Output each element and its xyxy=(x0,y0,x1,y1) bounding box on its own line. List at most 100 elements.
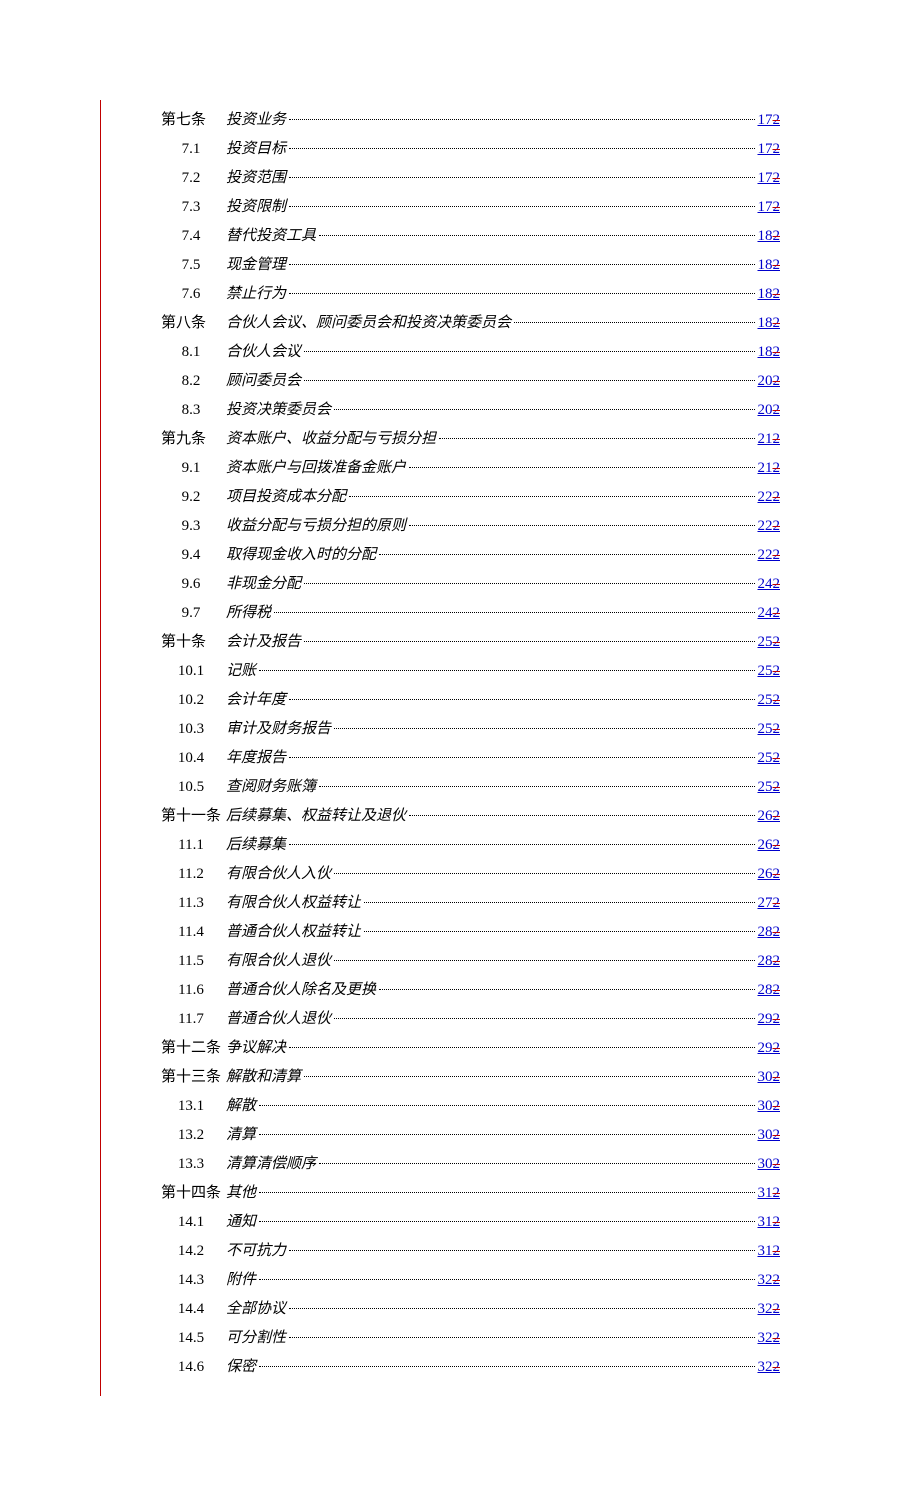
toc-page-link[interactable]: 252 xyxy=(758,748,781,769)
toc-page-link[interactable]: 282 xyxy=(758,951,781,972)
toc-page-link[interactable]: 222 xyxy=(758,545,781,566)
toc-title: 非现金分配 xyxy=(226,574,301,595)
toc-entry: 7.4替代投资工具182 xyxy=(161,226,780,247)
toc-page-link[interactable]: 322 xyxy=(758,1357,781,1378)
toc-entry: 10.4年度报告252 xyxy=(161,748,780,769)
toc-number: 7.2 xyxy=(161,168,221,189)
toc-entry: 第十一条后续募集、权益转让及退伙262 xyxy=(161,806,780,827)
toc-number: 8.1 xyxy=(161,342,221,363)
toc-page-strike: 2 xyxy=(773,866,781,882)
toc-page-link[interactable]: 252 xyxy=(758,690,781,711)
toc-page-strike: 2 xyxy=(773,489,781,505)
toc-title: 记账 xyxy=(226,661,256,682)
toc-page-strike: 2 xyxy=(773,1330,781,1346)
toc-entry: 10.3审计及财务报告252 xyxy=(161,719,780,740)
toc-page-link[interactable]: 272 xyxy=(758,893,781,914)
toc-leader-dots xyxy=(289,148,754,149)
toc-title: 全部协议 xyxy=(226,1299,286,1320)
toc-page-link[interactable]: 292 xyxy=(758,1009,781,1030)
toc-page-link[interactable]: 252 xyxy=(758,632,781,653)
toc-entry: 11.4普通合伙人权益转让282 xyxy=(161,922,780,943)
toc-number: 10.5 xyxy=(161,777,221,798)
toc-page-link[interactable]: 312 xyxy=(758,1183,781,1204)
toc-page-link[interactable]: 262 xyxy=(758,864,781,885)
toc-page-link[interactable]: 282 xyxy=(758,922,781,943)
toc-page-link[interactable]: 172 xyxy=(758,168,781,189)
toc-entry: 7.6禁止行为182 xyxy=(161,284,780,305)
toc-title: 合伙人会议 xyxy=(226,342,301,363)
toc-page-link[interactable]: 312 xyxy=(758,1212,781,1233)
toc-leader-dots xyxy=(289,757,754,758)
toc-page-link[interactable]: 322 xyxy=(758,1270,781,1291)
toc-page-link[interactable]: 252 xyxy=(758,777,781,798)
table-of-contents: 第七条投资业务1727.1投资目标1727.2投资范围1727.3投资限制172… xyxy=(161,110,780,1378)
toc-number: 14.6 xyxy=(161,1357,221,1378)
toc-page-number: 30 xyxy=(758,1069,773,1085)
toc-page-link[interactable]: 172 xyxy=(758,197,781,218)
toc-page-link[interactable]: 222 xyxy=(758,487,781,508)
toc-page-link[interactable]: 312 xyxy=(758,1241,781,1262)
toc-entry: 13.2清算302 xyxy=(161,1125,780,1146)
toc-title: 投资决策委员会 xyxy=(226,400,331,421)
toc-page-link[interactable]: 182 xyxy=(758,313,781,334)
toc-page-link[interactable]: 292 xyxy=(758,1038,781,1059)
toc-page-link[interactable]: 202 xyxy=(758,400,781,421)
toc-entry: 7.3投资限制172 xyxy=(161,197,780,218)
toc-number: 9.4 xyxy=(161,545,221,566)
toc-page-link[interactable]: 172 xyxy=(758,139,781,160)
toc-page-link[interactable]: 242 xyxy=(758,603,781,624)
toc-number: 第十条 xyxy=(161,632,221,653)
toc-page-link[interactable]: 302 xyxy=(758,1125,781,1146)
toc-page-number: 26 xyxy=(758,866,773,882)
toc-page-link[interactable]: 182 xyxy=(758,255,781,276)
toc-entry: 14.6保密322 xyxy=(161,1357,780,1378)
toc-page-strike: 2 xyxy=(773,663,781,679)
toc-page-link[interactable]: 252 xyxy=(758,661,781,682)
toc-title: 清算 xyxy=(226,1125,256,1146)
toc-page-link[interactable]: 302 xyxy=(758,1067,781,1088)
toc-page-number: 20 xyxy=(758,402,773,418)
toc-leader-dots xyxy=(289,119,754,120)
toc-page-link[interactable]: 252 xyxy=(758,719,781,740)
toc-page-link[interactable]: 302 xyxy=(758,1154,781,1175)
toc-number: 14.2 xyxy=(161,1241,221,1262)
toc-page-link[interactable]: 182 xyxy=(758,342,781,363)
toc-page-number: 29 xyxy=(758,1040,773,1056)
toc-number: 10.2 xyxy=(161,690,221,711)
toc-page-number: 28 xyxy=(758,953,773,969)
toc-page-link[interactable]: 322 xyxy=(758,1299,781,1320)
toc-page-link[interactable]: 242 xyxy=(758,574,781,595)
toc-leader-dots xyxy=(259,670,754,671)
toc-page-strike: 2 xyxy=(773,460,781,476)
toc-page-number: 29 xyxy=(758,1011,773,1027)
toc-number: 11.5 xyxy=(161,951,221,972)
toc-page-link[interactable]: 282 xyxy=(758,980,781,1001)
toc-entry: 7.2投资范围172 xyxy=(161,168,780,189)
toc-page-link[interactable]: 172 xyxy=(758,110,781,131)
page-content: 第七条投资业务1727.1投资目标1727.2投资范围1727.3投资限制172… xyxy=(100,100,780,1396)
toc-page-number: 31 xyxy=(758,1185,773,1201)
toc-page-link[interactable]: 302 xyxy=(758,1096,781,1117)
toc-entry: 14.5可分割性322 xyxy=(161,1328,780,1349)
toc-page-link[interactable]: 182 xyxy=(758,284,781,305)
toc-entry: 11.5有限合伙人退伙282 xyxy=(161,951,780,972)
toc-number: 11.3 xyxy=(161,893,221,914)
toc-page-link[interactable]: 202 xyxy=(758,371,781,392)
toc-entry: 7.1投资目标172 xyxy=(161,139,780,160)
toc-page-link[interactable]: 262 xyxy=(758,835,781,856)
toc-entry: 11.6普通合伙人除名及更换282 xyxy=(161,980,780,1001)
toc-leader-dots xyxy=(259,1134,754,1135)
toc-page-link[interactable]: 212 xyxy=(758,458,781,479)
toc-number: 8.2 xyxy=(161,371,221,392)
toc-page-strike: 2 xyxy=(773,315,781,331)
toc-title: 解散和清算 xyxy=(226,1067,301,1088)
toc-page-link[interactable]: 212 xyxy=(758,429,781,450)
toc-page-link[interactable]: 262 xyxy=(758,806,781,827)
toc-page-link[interactable]: 222 xyxy=(758,516,781,537)
toc-leader-dots xyxy=(259,1192,754,1193)
toc-entry: 7.5现金管理182 xyxy=(161,255,780,276)
toc-number: 第十三条 xyxy=(161,1067,221,1088)
toc-page-link[interactable]: 322 xyxy=(758,1328,781,1349)
toc-page-link[interactable]: 182 xyxy=(758,226,781,247)
toc-leader-dots xyxy=(334,873,754,874)
